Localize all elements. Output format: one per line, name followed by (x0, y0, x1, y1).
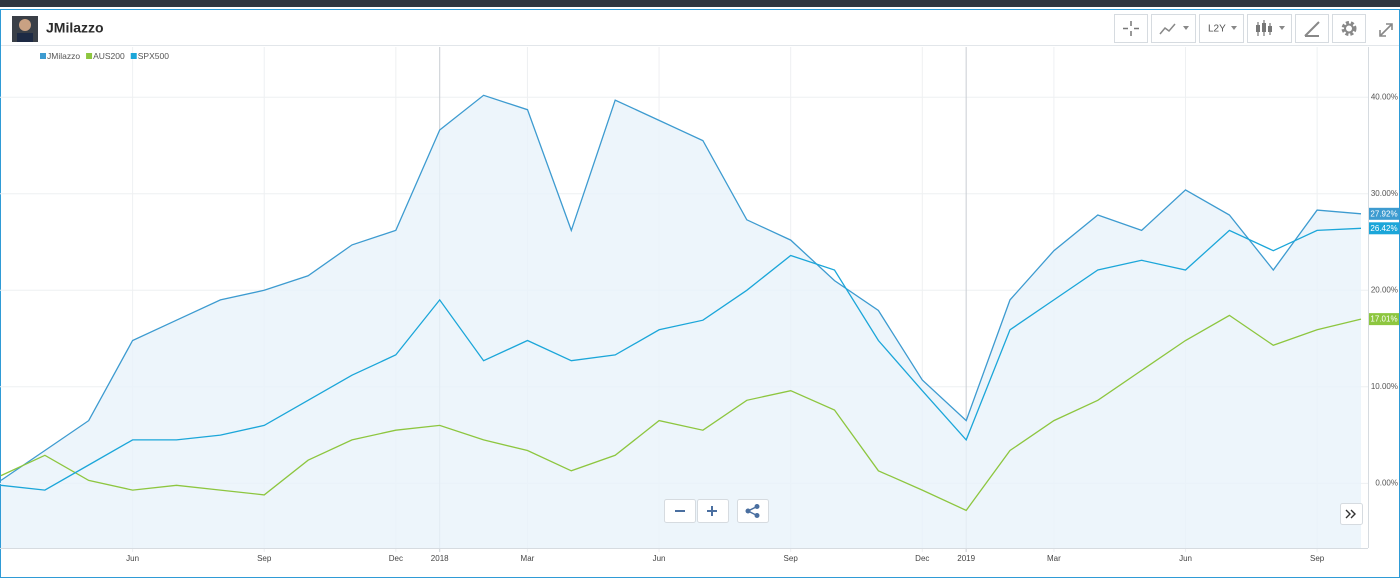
share-node (754, 504, 760, 509)
plus-icon (707, 506, 717, 516)
chart-type-button[interactable] (1151, 14, 1196, 43)
avatar-suit (17, 33, 33, 42)
y-tick-label: 0.00% (1375, 478, 1398, 487)
range-button[interactable] (1199, 14, 1244, 43)
share-button[interactable] (737, 499, 769, 523)
settings-icon-core (1344, 23, 1354, 34)
y-tick-label: 30.00% (1371, 189, 1398, 198)
x-tick-label: Sep (1310, 554, 1325, 563)
end-value-label: 26.42% (1370, 224, 1397, 233)
x-tick-label: Sep (784, 554, 799, 563)
x-tick-label: 2019 (957, 554, 975, 563)
dropdown-caret (1183, 26, 1189, 30)
crosshair-icon (1123, 21, 1139, 36)
candle-body (1268, 26, 1272, 32)
series-line (0, 314, 1362, 512)
series-line (0, 227, 1362, 491)
x-tick-label: Jun (126, 554, 139, 563)
double-chevron-icon (1345, 509, 1356, 519)
x-tick-label: Dec (389, 554, 403, 563)
legend-swatch (130, 53, 137, 59)
fullscreen-icon (1379, 23, 1393, 37)
candle-body (1262, 23, 1266, 32)
legend-label: SPX500 (138, 51, 169, 61)
share-node (754, 513, 760, 518)
legend-label: JMilazzo (47, 51, 80, 61)
candle-body (1256, 25, 1260, 32)
end-value-box (1369, 207, 1399, 220)
range-label: L2Y (1208, 24, 1226, 35)
top-bar (0, 0, 1400, 7)
plot-layer: 0.00% 10.00% 20.00% 30.00% 40.00% Jun Sep Dec 20… (0, 47, 1399, 563)
settings-icon (1341, 21, 1357, 36)
crosshair-button[interactable] (1114, 14, 1148, 43)
share-node (745, 508, 751, 514)
x-tick-label: 2018 (431, 554, 449, 563)
settings-button[interactable] (1332, 14, 1366, 43)
avatar-face (19, 19, 31, 31)
legend-swatch (40, 53, 46, 59)
y-tick-label: 20.00% (1371, 285, 1398, 294)
toolbar: L2Y (1114, 14, 1393, 43)
x-tick-label: Mar (521, 554, 535, 563)
user-name: JMilazzo (46, 20, 104, 36)
draw-icon (1304, 21, 1320, 37)
dropdown-caret (1231, 26, 1237, 30)
x-tick-label: Jun (1179, 554, 1192, 563)
dropdown-caret (1279, 26, 1285, 30)
end-value-box (1369, 313, 1399, 326)
scroll-end-button[interactable] (1340, 503, 1363, 525)
end-value-label: 17.01% (1370, 315, 1397, 324)
y-tick-label: 10.00% (1371, 382, 1398, 391)
chart-type-icon (1159, 23, 1176, 35)
x-tick-label: Dec (915, 554, 929, 563)
series-layer: 27.92% 17.01% 26.42% JMilazzo AUS200 SPX500 (0, 51, 1399, 512)
end-value-label: 27.92% (1370, 209, 1397, 218)
legend-label: AUS200 (93, 51, 125, 61)
legend-swatch (86, 53, 93, 59)
series-area (1, 95, 1361, 549)
zoom-controls (664, 499, 1363, 525)
y-tick-label: 40.00% (1371, 92, 1398, 101)
series-line (0, 94, 1362, 481)
x-tick-label: Mar (1047, 554, 1061, 563)
x-tick-label: Jun (653, 554, 666, 563)
x-tick-label: Sep (257, 554, 272, 563)
end-value-box (1369, 222, 1399, 235)
